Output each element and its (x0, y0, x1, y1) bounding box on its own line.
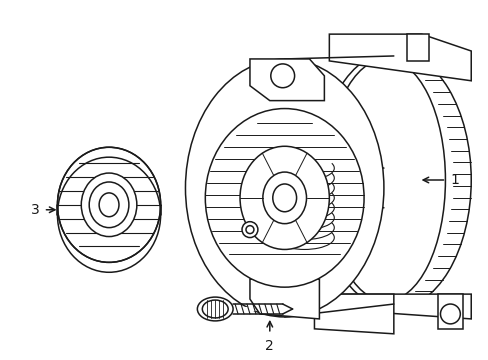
Ellipse shape (202, 300, 228, 318)
Polygon shape (406, 34, 427, 61)
Ellipse shape (325, 59, 445, 301)
Polygon shape (438, 294, 462, 329)
Polygon shape (328, 294, 470, 319)
Text: 2: 2 (265, 339, 274, 353)
Ellipse shape (270, 64, 294, 88)
Polygon shape (328, 34, 470, 81)
Polygon shape (249, 59, 324, 100)
Ellipse shape (440, 304, 459, 324)
Ellipse shape (185, 59, 383, 317)
Ellipse shape (316, 51, 470, 309)
Ellipse shape (57, 147, 161, 262)
Ellipse shape (263, 172, 306, 224)
Ellipse shape (240, 146, 328, 249)
Ellipse shape (81, 173, 137, 237)
Text: 3: 3 (31, 203, 40, 217)
Polygon shape (249, 279, 319, 319)
Ellipse shape (242, 222, 257, 238)
Text: 1: 1 (449, 173, 458, 187)
Polygon shape (314, 294, 393, 334)
Ellipse shape (205, 109, 364, 287)
